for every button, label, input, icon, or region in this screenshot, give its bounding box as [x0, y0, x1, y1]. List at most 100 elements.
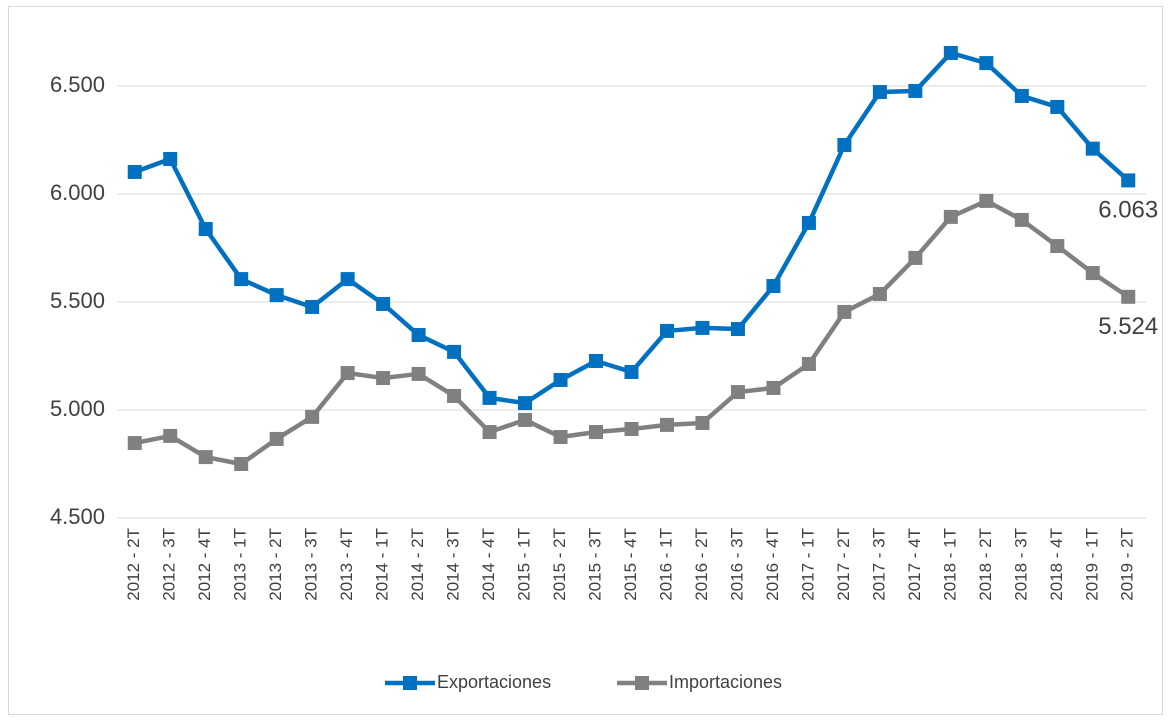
marker: [801, 215, 816, 230]
marker: [234, 457, 249, 471]
marker: [695, 415, 710, 430]
marker: [163, 152, 178, 167]
marker: [163, 428, 178, 443]
marker: [482, 425, 497, 440]
marker: [447, 344, 462, 359]
x-tick-label: 2012 - 4T: [195, 528, 214, 601]
x-tick-label: 2012 - 3T: [160, 528, 179, 601]
x-tick-label: 2013 - 4T: [337, 528, 356, 601]
marker: [1014, 88, 1029, 103]
marker: [553, 430, 568, 444]
x-tick-label: 2013 - 1T: [231, 528, 250, 601]
marker: [589, 425, 604, 440]
marker: [979, 193, 994, 208]
marker: [837, 304, 852, 319]
marker: [872, 287, 887, 302]
marker: [482, 390, 497, 405]
marker: [979, 56, 994, 71]
marker: [801, 356, 816, 371]
x-tick-label: 2014 - 4T: [479, 528, 498, 601]
legend-label: Exportaciones: [437, 672, 551, 692]
marker: [234, 272, 249, 287]
marker: [305, 409, 320, 424]
x-tick-label: 2013 - 3T: [302, 528, 321, 601]
marker: [1050, 99, 1065, 114]
marker: [730, 385, 745, 400]
legend-label: Importaciones: [669, 672, 782, 692]
marker: [376, 296, 391, 311]
y-tick-label: 5.000: [50, 396, 105, 421]
marker: [553, 372, 568, 387]
marker: [1121, 289, 1136, 304]
marker: [659, 323, 674, 338]
marker: [376, 371, 391, 386]
x-tick-label: 2012 - 2T: [124, 528, 143, 601]
marker: [589, 353, 604, 368]
x-tick-label: 2016 - 4T: [763, 528, 782, 601]
marker: [340, 366, 355, 381]
x-tick-label: 2019 - 2T: [1118, 528, 1137, 601]
x-tick-label: 2015 - 2T: [550, 528, 569, 601]
chart-border: [8, 6, 1163, 715]
legend-swatch-marker: [635, 676, 649, 690]
y-tick-label: 6.000: [50, 180, 105, 205]
marker: [198, 450, 213, 465]
marker: [518, 412, 533, 427]
marker: [198, 221, 213, 236]
marker: [411, 328, 426, 343]
x-tick-label: 2019 - 1T: [1082, 528, 1101, 601]
marker: [1085, 141, 1100, 156]
marker: [269, 288, 284, 303]
marker: [624, 422, 639, 437]
legend-swatch-marker: [403, 676, 417, 690]
marker: [518, 396, 533, 411]
x-tick-label: 2015 - 1T: [515, 528, 534, 601]
x-tick-label: 2014 - 3T: [444, 528, 463, 601]
marker: [943, 45, 958, 60]
marker: [659, 417, 674, 432]
x-tick-label: 2017 - 1T: [798, 528, 817, 601]
marker: [447, 388, 462, 403]
marker: [340, 272, 355, 287]
x-tick-label: 2018 - 1T: [940, 528, 959, 601]
marker: [872, 85, 887, 100]
x-tick-label: 2013 - 2T: [266, 528, 285, 601]
marker: [730, 322, 745, 336]
marker: [411, 366, 426, 381]
marker: [908, 250, 923, 265]
y-tick-label: 5.500: [50, 288, 105, 313]
marker: [908, 83, 923, 98]
x-tick-label: 2018 - 3T: [1011, 528, 1030, 601]
marker: [766, 380, 781, 395]
data-label: 6.063: [1098, 197, 1158, 224]
marker: [837, 137, 852, 152]
marker: [1085, 266, 1100, 281]
marker: [127, 436, 142, 451]
x-tick-label: 2016 - 1T: [656, 528, 675, 601]
x-tick-label: 2014 - 2T: [408, 528, 427, 601]
x-tick-label: 2017 - 4T: [905, 528, 924, 601]
marker: [1050, 239, 1065, 254]
y-tick-label: 6.500: [50, 72, 105, 97]
x-tick-label: 2018 - 4T: [1047, 528, 1066, 601]
x-tick-label: 2018 - 2T: [976, 528, 995, 601]
marker: [695, 320, 710, 335]
data-label: 5.524: [1098, 313, 1158, 340]
y-tick-label: 4.500: [50, 504, 105, 529]
marker: [624, 364, 639, 379]
x-tick-label: 2017 - 2T: [834, 528, 853, 601]
marker: [1121, 173, 1136, 188]
x-tick-label: 2016 - 3T: [727, 528, 746, 601]
x-tick-label: 2016 - 2T: [692, 528, 711, 601]
marker: [305, 299, 320, 314]
x-tick-label: 2014 - 1T: [373, 528, 392, 601]
x-tick-label: 2015 - 3T: [586, 528, 605, 601]
marker: [766, 279, 781, 294]
marker: [127, 164, 142, 179]
x-tick-label: 2015 - 4T: [621, 528, 640, 601]
x-tick-label: 2017 - 3T: [869, 528, 888, 601]
marker: [943, 209, 958, 224]
marker: [269, 431, 284, 446]
marker: [1014, 212, 1029, 227]
